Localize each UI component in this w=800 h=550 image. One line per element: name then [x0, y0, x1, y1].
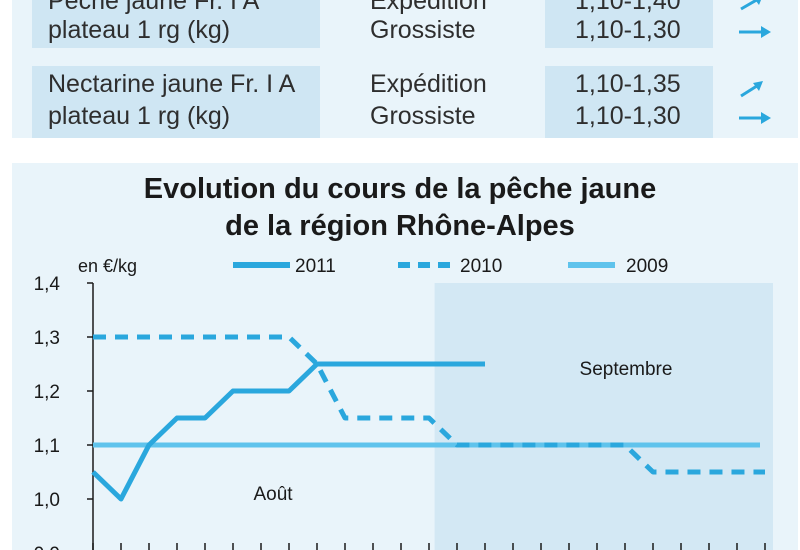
- september-band: [434, 283, 773, 550]
- product-name: Pêche jaune Fr. I A: [48, 0, 260, 15]
- up-right-arrow-icon: [740, 0, 761, 11]
- product-name: Nectarine jaune Fr. I A: [48, 70, 296, 98]
- table-cell-price: [545, 0, 713, 48]
- table-cell-price: [545, 66, 713, 138]
- price-range: 1,10-1,30: [575, 16, 681, 44]
- series-line-2010: [93, 334, 765, 475]
- y-tick-label: 1,4: [34, 274, 61, 295]
- y-tick-label: 1,3: [34, 328, 60, 349]
- market-stage: Grossiste: [370, 16, 476, 44]
- period-label-august: Août: [253, 484, 293, 505]
- up-right-arrow-icon: [740, 81, 763, 98]
- y-tick-label: 1,2: [34, 382, 60, 403]
- y-tick-label: 0,9: [34, 544, 60, 550]
- price-range: 1,10-1,35: [575, 70, 681, 98]
- market-stage: Expédition: [370, 70, 487, 98]
- y-tick-label: 1,0: [34, 490, 60, 511]
- period-label-september: Septembre: [580, 359, 673, 380]
- y-axis-label: en €/kg: [78, 256, 137, 276]
- price-range: 1,10-1,30: [575, 102, 681, 130]
- price-range: 1,10-1,40: [575, 0, 681, 15]
- y-tick-label: 1,1: [34, 436, 60, 457]
- right-arrow-icon: [739, 26, 771, 38]
- legend-label-2009: 2009: [626, 256, 668, 277]
- legend-label-2010: 2010: [460, 256, 502, 277]
- series-line-2011: [91, 361, 485, 502]
- chart-subtitle: de la région Rhône-Alpes: [225, 210, 575, 242]
- table-cell-product: [32, 66, 320, 138]
- right-arrow-icon: [739, 112, 771, 124]
- chart-title: Evolution du cours de la pêche jaune: [143, 173, 657, 205]
- legend-label-2011: 2011: [295, 256, 336, 277]
- product-packaging: plateau 1 rg (kg): [48, 102, 231, 130]
- product-packaging: plateau 1 rg (kg): [48, 16, 231, 44]
- market-stage: Expédition: [370, 0, 487, 15]
- market-stage: Grossiste: [370, 102, 476, 130]
- table-cell-product: [32, 0, 320, 48]
